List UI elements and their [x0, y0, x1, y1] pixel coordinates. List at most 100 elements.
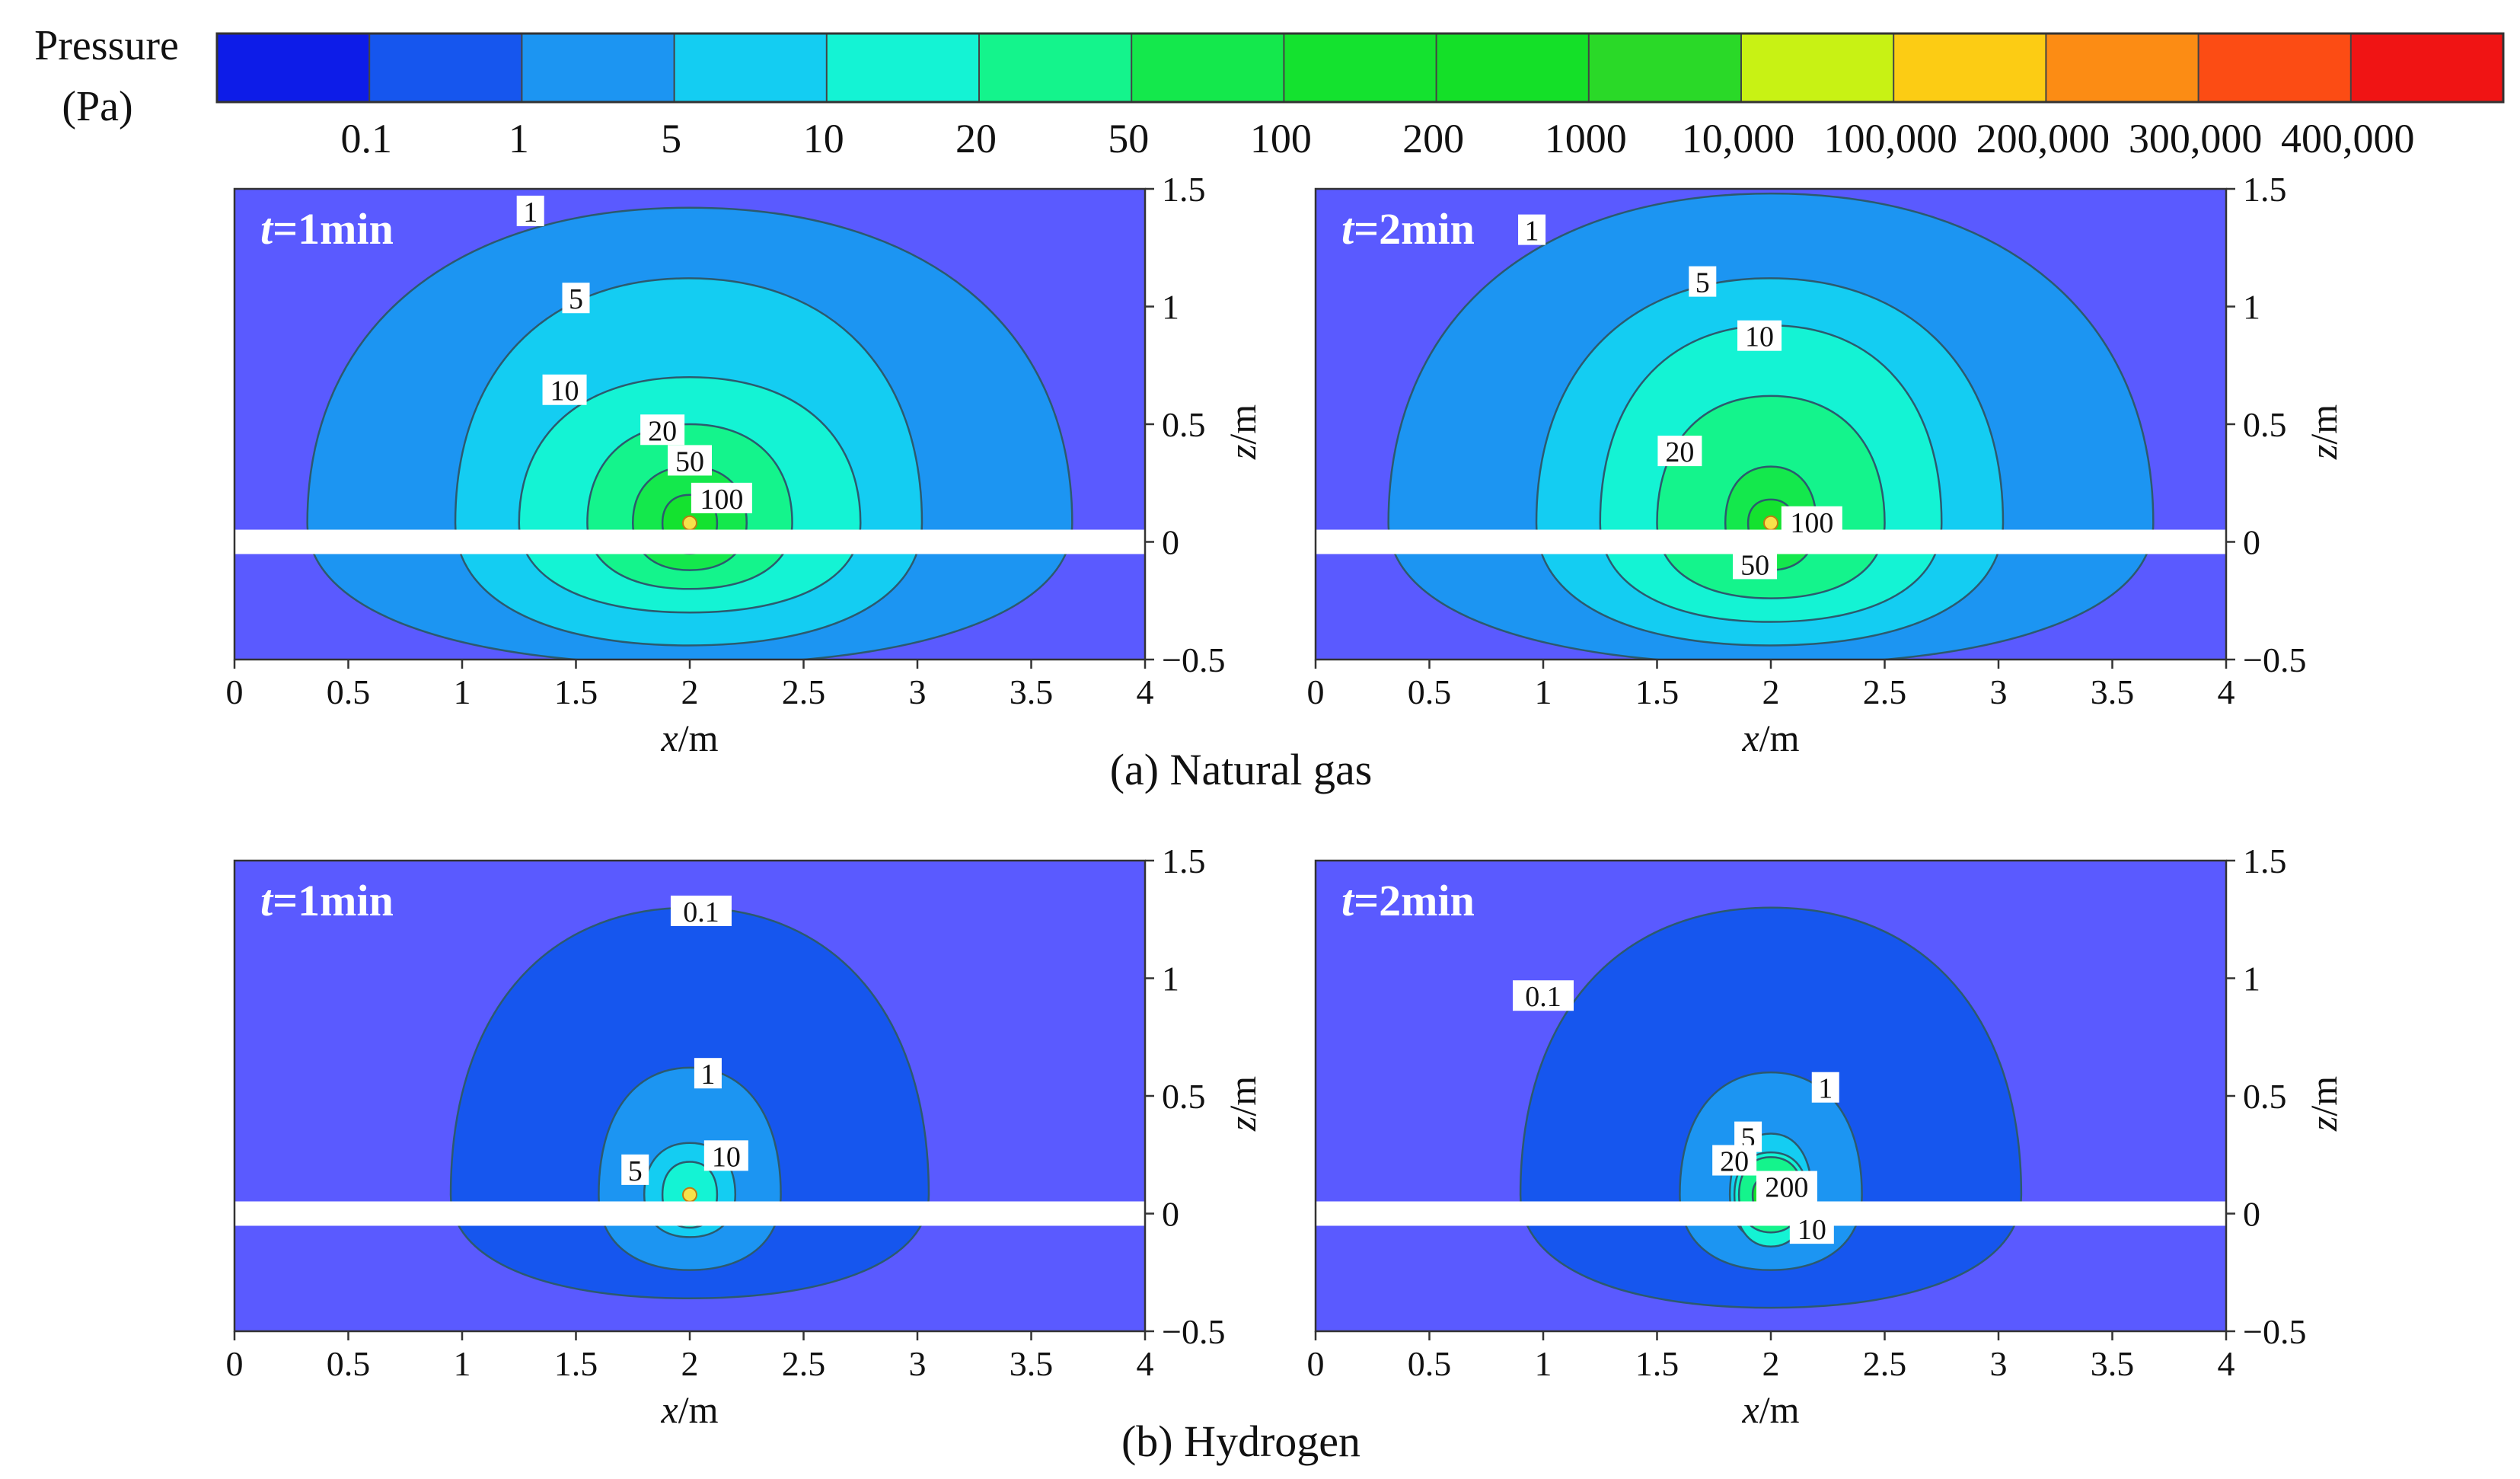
- panel-title-var: t: [1341, 204, 1355, 254]
- x-axis-unit: /m: [1759, 717, 1800, 759]
- y-axis-unit: /m: [1221, 404, 1264, 445]
- x-tick-label: 2: [1762, 672, 1780, 711]
- x-tick-label: 1.5: [554, 1344, 598, 1383]
- contour-label: 1: [1818, 1073, 1833, 1105]
- y-tick-label: 0: [1162, 1195, 1179, 1234]
- contour-label: 10: [1745, 321, 1774, 353]
- x-axis-label: x/m: [661, 1388, 719, 1431]
- contour-label-box: [670, 895, 732, 926]
- contour-label-box: [691, 482, 752, 513]
- x-tick-label: 1.5: [1635, 672, 1679, 711]
- colorbar-swatch: [825, 33, 981, 103]
- y-tick-label: 1: [2243, 960, 2260, 998]
- y-tick-label: 0.5: [2243, 1077, 2287, 1116]
- plot-area: [1316, 861, 2226, 1331]
- x-tick-label: 3: [1990, 1344, 2008, 1383]
- x-axis-label: x/m: [661, 717, 719, 759]
- colorbar-tick-label: 200: [1402, 116, 1464, 161]
- y-tick-label: 0.5: [1162, 405, 1206, 444]
- y-tick-label: 1.5: [2243, 842, 2287, 880]
- y-axis-var: z: [1221, 445, 1264, 460]
- contour-label: 200: [1765, 1172, 1808, 1204]
- x-tick-label: 3: [909, 672, 927, 711]
- contour-label: 5: [628, 1155, 643, 1187]
- contour-label-box: [668, 445, 712, 476]
- contour-label: 10: [712, 1141, 741, 1173]
- y-tick-label: −0.5: [2243, 1312, 2306, 1351]
- pipe: [234, 529, 1145, 554]
- y-axis-unit: /m: [2302, 1076, 2345, 1116]
- x-tick-label: 3: [909, 1344, 927, 1383]
- y-tick-label: 1.5: [2243, 170, 2287, 209]
- colorbar-swatch: [368, 33, 523, 103]
- colorbar-swatch: [1893, 33, 2047, 103]
- panel-title-rest: =1min: [273, 876, 394, 925]
- y-axis-var: z: [2302, 445, 2345, 460]
- panel-title-rest: =1min: [273, 204, 394, 254]
- y-tick-label: −0.5: [1162, 640, 1225, 679]
- colorbar-frame: [215, 32, 2505, 104]
- x-tick-label: 1: [1535, 672, 1552, 711]
- contour-label-box: [542, 374, 587, 405]
- colorbar-title-line2: (Pa): [62, 83, 132, 130]
- x-tick-label: 0.5: [1408, 672, 1452, 711]
- colorbar-swatch: [216, 33, 371, 103]
- pipe: [1316, 1201, 2226, 1226]
- colorbar-tick-label: 400,000: [2281, 116, 2415, 161]
- contour-label: 100: [700, 484, 743, 516]
- colorbar-swatch: [2045, 33, 2200, 103]
- y-axis-label: z/m: [1221, 1076, 1264, 1132]
- y-axis-var: z: [2302, 1116, 2345, 1132]
- y-tick-label: 1.5: [1162, 842, 1206, 880]
- contour-label: 5: [1695, 267, 1710, 299]
- colorbar-tick-label: 10,000: [1682, 116, 1795, 161]
- x-tick-label: 2: [1762, 1344, 1780, 1383]
- panel-title: t=1min: [260, 876, 394, 925]
- x-tick-label: 1: [454, 672, 471, 711]
- contour-label-box: [1518, 214, 1546, 245]
- contour-label-box: [621, 1154, 649, 1185]
- pipe: [234, 1201, 1145, 1226]
- colorbar-swatch: [978, 33, 1133, 103]
- plot-area: [1316, 189, 2226, 660]
- colorbar-swatches: [215, 32, 2505, 104]
- x-axis-unit: /m: [678, 717, 719, 759]
- y-axis-unit: /m: [1221, 1076, 1264, 1116]
- x-tick-label: 4: [2218, 1344, 2235, 1383]
- panel-title-var: t: [260, 204, 274, 254]
- x-tick-label: 2.5: [782, 672, 826, 711]
- contour-label-box: [1811, 1072, 1839, 1103]
- contour-label: 50: [675, 446, 704, 478]
- x-tick-label: 0.5: [327, 672, 371, 711]
- contour-label: 0.1: [1525, 981, 1561, 1013]
- x-tick-label: 3.5: [2091, 672, 2135, 711]
- y-axis-label: z/m: [2302, 1076, 2345, 1132]
- x-tick-label: 0: [1307, 1344, 1325, 1383]
- y-axis-label: z/m: [2302, 404, 2345, 460]
- plot-area: [234, 861, 1145, 1331]
- x-tick-label: 1: [1535, 1344, 1552, 1383]
- panel-title: t=1min: [260, 204, 394, 254]
- panel-title-var: t: [1341, 876, 1355, 925]
- x-axis-label: x/m: [1742, 717, 1800, 759]
- contour-label: 1: [523, 196, 537, 228]
- colorbar-swatch: [1131, 33, 1285, 103]
- panel-title-rest: =2min: [1354, 876, 1475, 925]
- contour-label-box: [1657, 436, 1702, 467]
- contour-label-box: [694, 1058, 722, 1089]
- y-tick-label: −0.5: [2243, 640, 2306, 679]
- contour-label: 10: [550, 375, 579, 407]
- colorbar-swatch: [673, 33, 828, 103]
- colorbar-tick-label: 1000: [1545, 116, 1627, 161]
- x-tick-label: 3.5: [1010, 672, 1054, 711]
- panel-title: t=2min: [1341, 876, 1475, 925]
- y-tick-label: 0: [2243, 1195, 2260, 1234]
- x-tick-label: 0: [1307, 672, 1325, 711]
- contour-label-box: [1756, 1171, 1817, 1202]
- x-tick-label: 4: [1137, 1344, 1154, 1383]
- x-tick-label: 0: [226, 672, 244, 711]
- panel-title-rest: =2min: [1354, 204, 1475, 254]
- contour-label-box: [1733, 548, 1778, 580]
